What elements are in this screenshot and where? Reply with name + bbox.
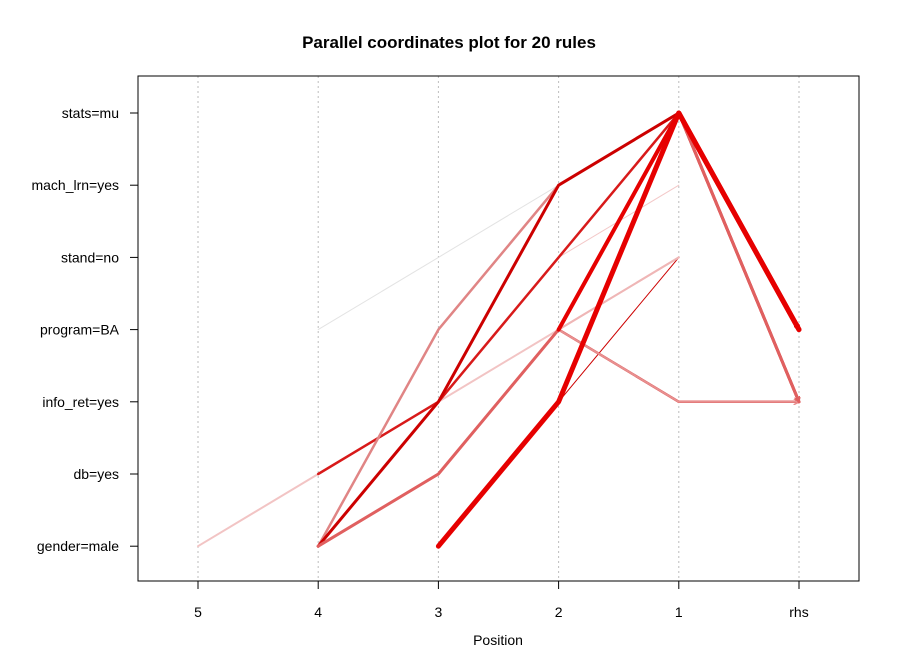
rule-line-9	[316, 111, 681, 548]
rule-line-13	[435, 110, 682, 549]
plot-frame	[137, 75, 860, 582]
y-tick-label: mach_lrn=yes	[31, 177, 119, 193]
y-tick-label: info_ret=yes	[42, 394, 119, 410]
x-tick-label: 5	[194, 604, 202, 620]
rule-arrow-12	[677, 111, 801, 402]
chart-title: Parallel coordinates plot for 20 rules	[302, 33, 596, 52]
grid-lines	[197, 76, 800, 581]
y-tick-label: program=BA	[40, 322, 120, 338]
x-tick-label: 2	[555, 604, 563, 620]
rule-line-14	[556, 111, 681, 332]
rule-line-11	[557, 256, 680, 331]
x-axis-title: Position	[473, 632, 523, 648]
x-tick-label: rhs	[789, 604, 808, 620]
rule-arrow-15	[676, 110, 802, 333]
x-tick-labels: 5 4 3 2 1 rhs	[194, 581, 809, 620]
x-tick-label: 4	[314, 604, 322, 620]
x-tick-label: 1	[675, 604, 683, 620]
y-tick-label: gender=male	[37, 538, 119, 554]
x-tick-label: 3	[435, 604, 443, 620]
rule-line-2	[558, 256, 680, 403]
y-tick-label: stand=no	[61, 249, 119, 265]
y-tick-label: db=yes	[73, 466, 119, 482]
y-tick-labels: stats=mu mach_lrn=yes stand=no program=BA in…	[31, 105, 138, 554]
y-tick-label: stats=mu	[62, 105, 119, 121]
rule-lines	[197, 110, 802, 549]
